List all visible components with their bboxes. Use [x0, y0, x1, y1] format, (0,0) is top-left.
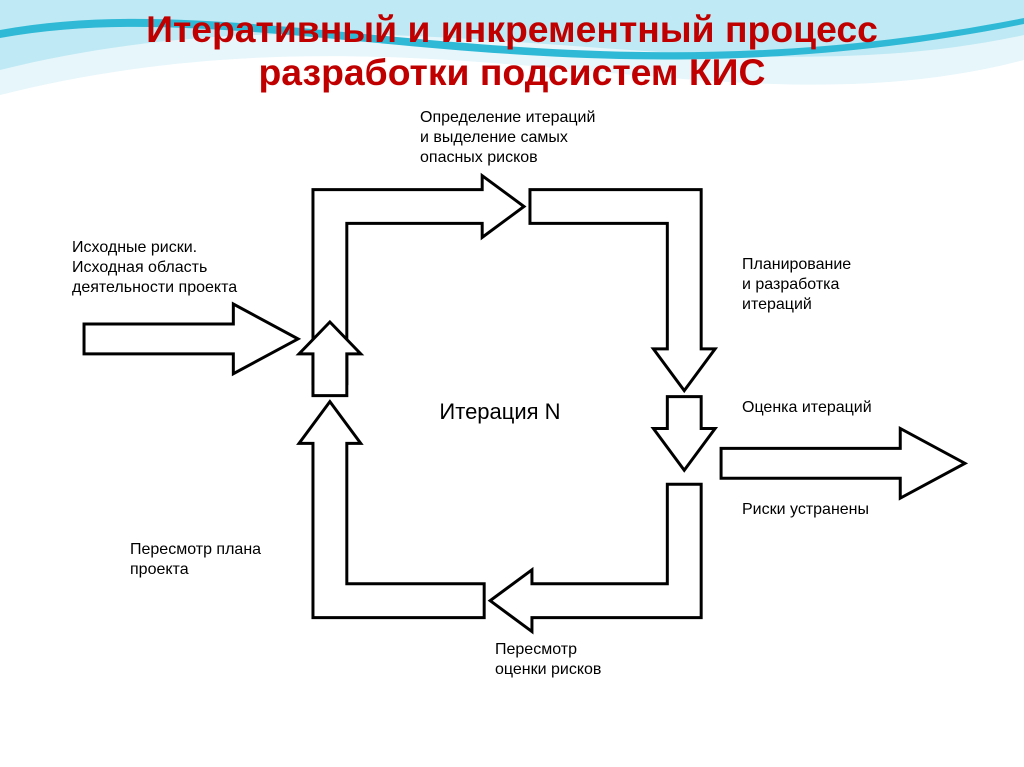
- arrow-output: [721, 428, 965, 498]
- label-right2: Оценка итераций: [742, 398, 942, 418]
- label-bottom: Пересмотроценки рисков: [495, 640, 695, 680]
- seg-top-right: [530, 190, 715, 391]
- label-input: Исходные риски.Исходная областьдеятельно…: [72, 238, 302, 298]
- label-left-bottom: Пересмотр планапроекта: [130, 540, 330, 580]
- seg-right-mid: [653, 397, 715, 471]
- title-line-1: Итеративный и инкрементный процесс: [0, 8, 1024, 51]
- label-right1: Планированиеи разработкаитераций: [742, 255, 942, 315]
- label-top: Определение итерацийи выделение самыхопа…: [420, 108, 680, 168]
- seg-bottom-left: [299, 402, 484, 618]
- seg-bottom-right: [490, 484, 701, 631]
- label-center: Итерация N: [370, 398, 630, 426]
- seg-left-notch: [299, 322, 361, 396]
- slide-title: Итеративный и инкрементный процесс разра…: [0, 8, 1024, 94]
- title-line-2: разработки подсистем КИС: [0, 51, 1024, 94]
- label-output: Риски устранены: [742, 500, 942, 520]
- arrow-input: [84, 304, 298, 374]
